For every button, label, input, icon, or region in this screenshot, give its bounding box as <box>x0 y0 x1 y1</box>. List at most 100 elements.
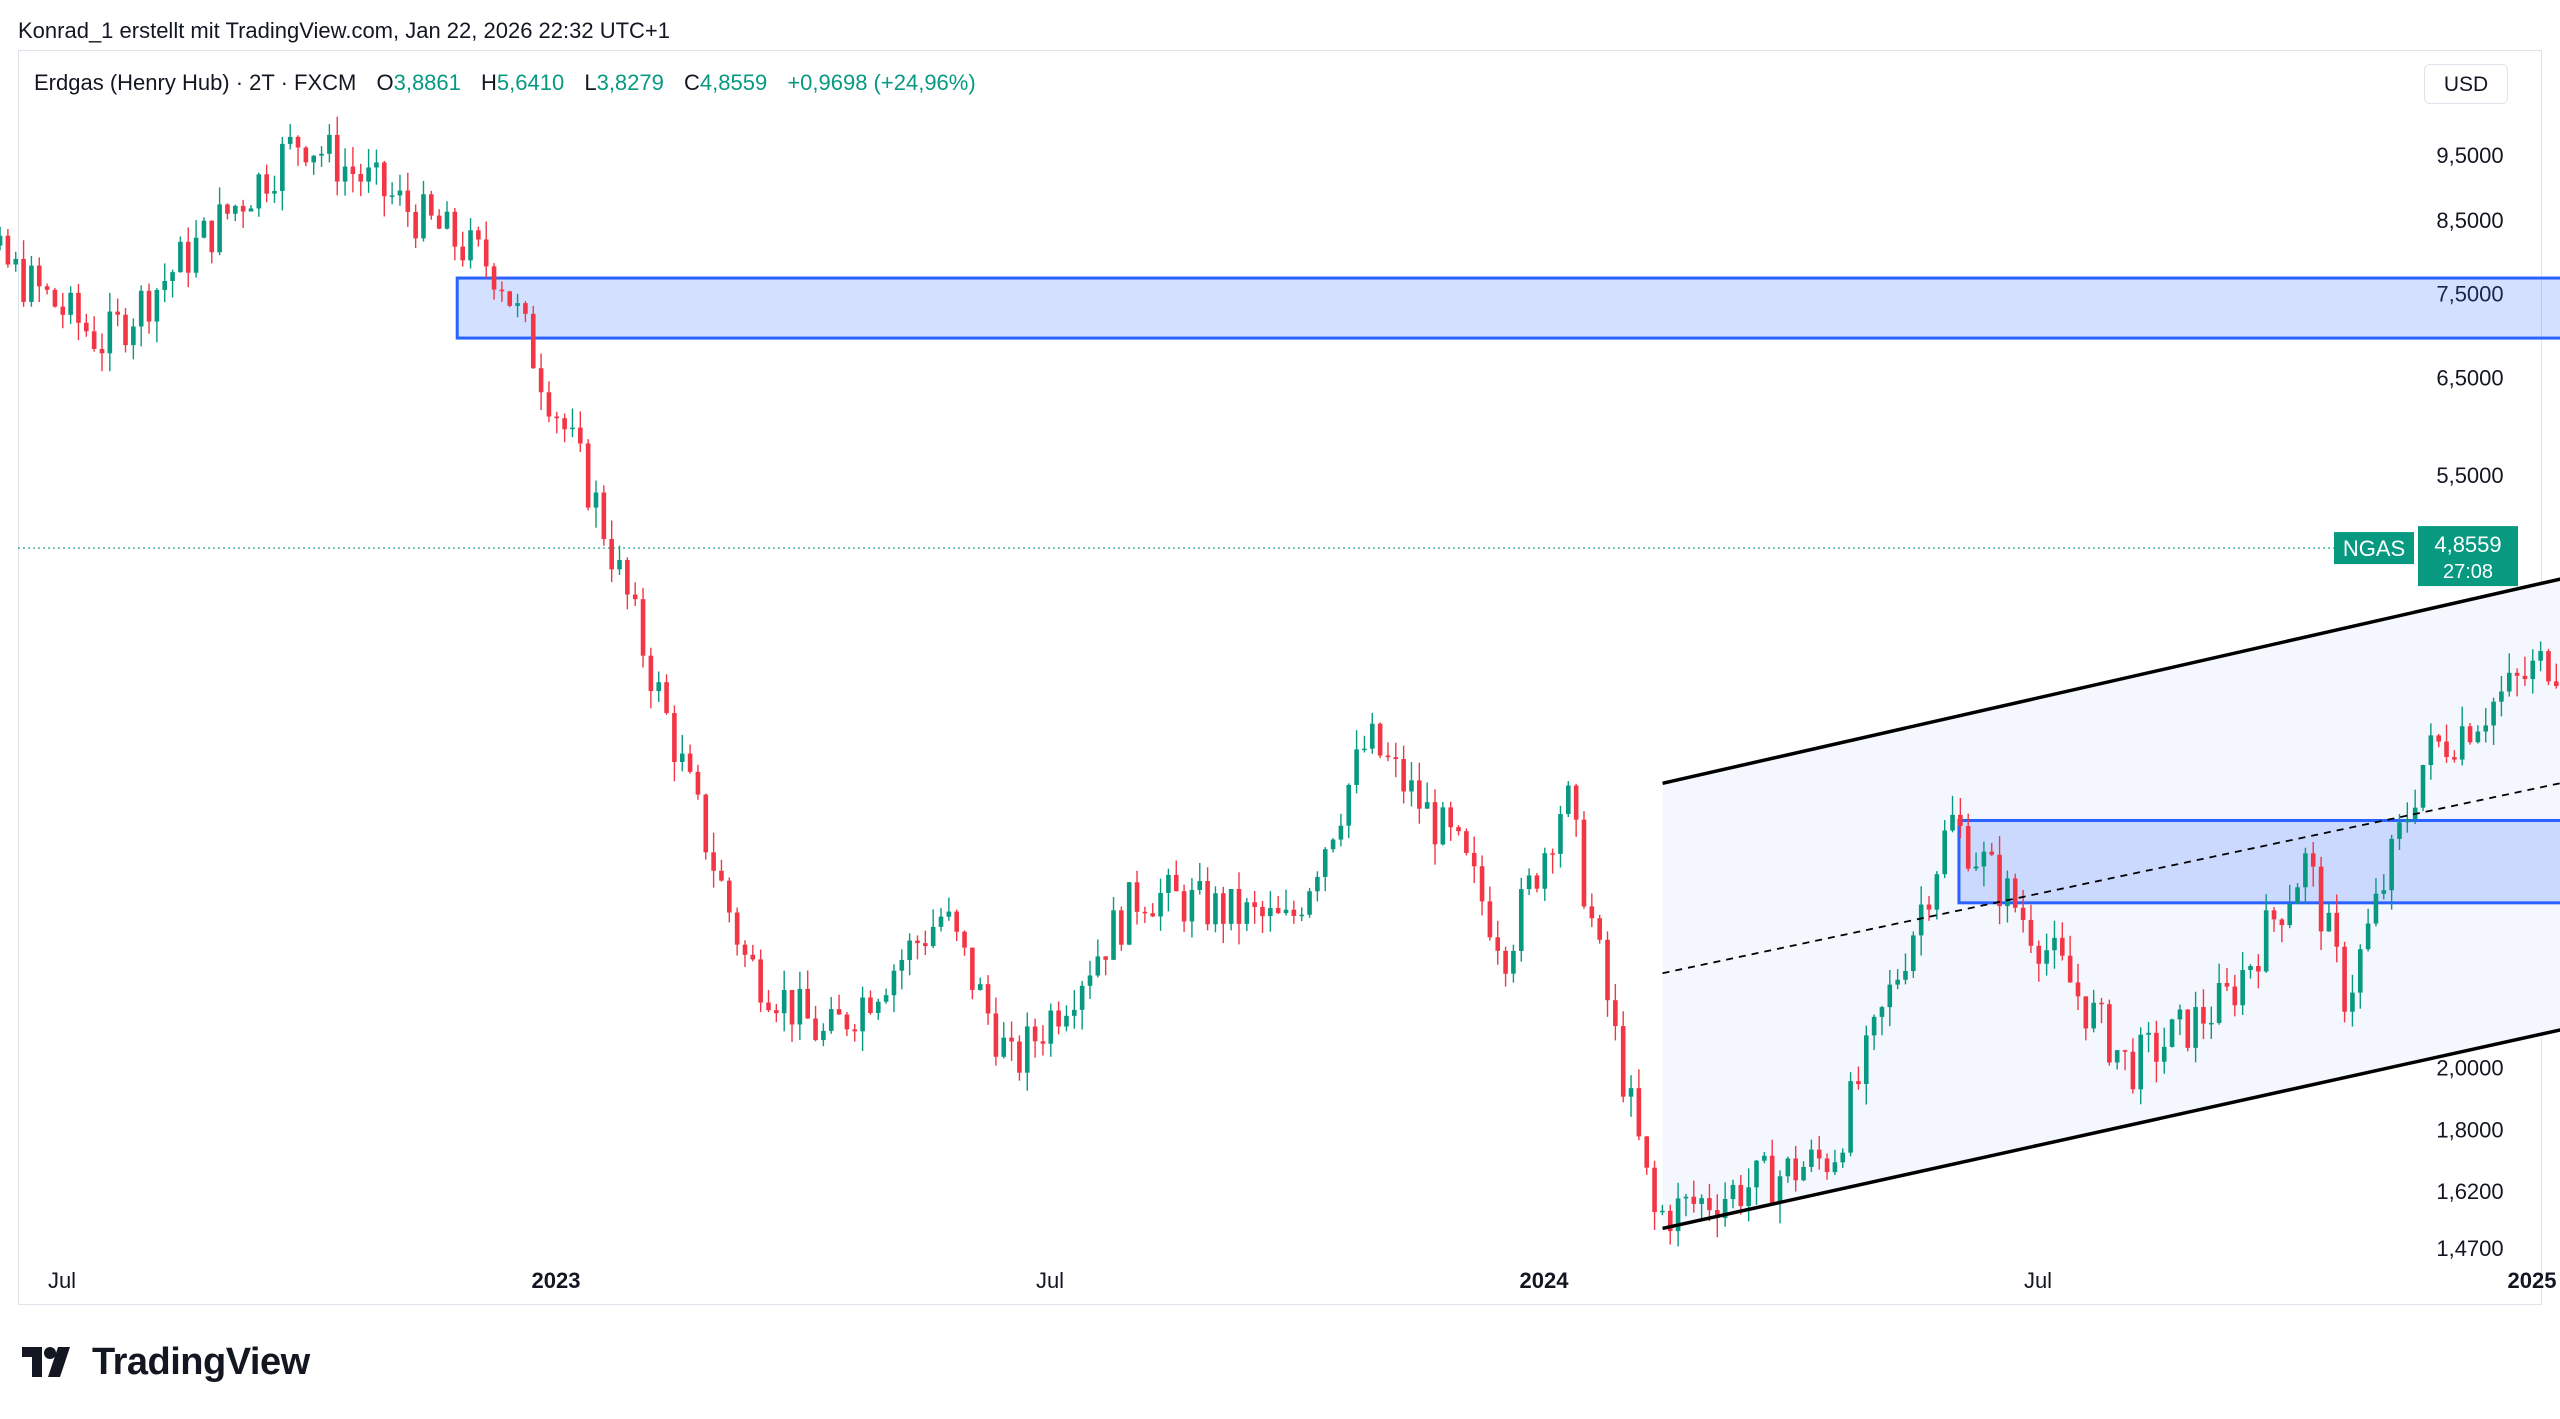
candle-body <box>742 944 748 955</box>
candle-body <box>656 682 662 692</box>
candle-body <box>138 290 144 327</box>
candle-body <box>1840 1152 1846 1163</box>
candle-body <box>1989 851 1995 855</box>
candle-body <box>1056 1010 1061 1027</box>
candle-body <box>1315 876 1320 892</box>
candle-body <box>946 911 952 917</box>
candle-body <box>476 230 481 240</box>
chart-header: Konrad_1 erstellt mit TradingView.com, J… <box>18 18 671 43</box>
candle-body <box>405 190 411 212</box>
candle-body <box>429 194 434 216</box>
close-value: 4,8559 <box>699 70 768 95</box>
candle-body <box>923 943 928 947</box>
candle-body <box>1495 937 1501 951</box>
candle-body <box>766 1002 771 1011</box>
candle-body <box>1660 1210 1665 1213</box>
candle-body <box>617 559 622 570</box>
candle-body <box>1385 755 1391 758</box>
candle-body <box>146 290 152 322</box>
y-tick-label: 1,6200 <box>2436 1179 2503 1204</box>
candle-body <box>2185 1009 2191 1048</box>
candle-body <box>632 594 638 600</box>
close-label: C <box>684 70 700 95</box>
candle-body <box>2224 982 2230 987</box>
symbol-label[interactable]: Erdgas (Henry Hub) · 2T · FXCM <box>34 70 357 95</box>
candle-body <box>1142 911 1148 914</box>
candle-body <box>1032 1026 1038 1042</box>
candle-body <box>256 174 262 209</box>
candle-body <box>601 492 607 540</box>
drawings-layer: 7,5 <box>18 547 2560 1231</box>
candle-body <box>2060 937 2065 956</box>
candle-body <box>13 258 19 265</box>
candle-body <box>2522 675 2528 680</box>
candle-body <box>452 211 458 247</box>
candle-body <box>1150 913 1156 917</box>
candle-body <box>2130 1051 2136 1090</box>
candle-body <box>679 753 685 763</box>
x-tick-label: 2023 <box>532 1268 581 1293</box>
candle-body <box>1072 1009 1077 1016</box>
candle-body <box>76 292 81 323</box>
candle-body <box>852 1029 858 1032</box>
candle-body <box>1228 888 1234 924</box>
candle-body <box>232 205 238 214</box>
candle-body <box>1511 950 1516 974</box>
candle-body <box>350 166 356 175</box>
candle-body <box>1675 1198 1681 1232</box>
candle-body <box>1173 874 1179 892</box>
y-tick-label: 5,5000 <box>2436 463 2503 488</box>
candle-body <box>2342 946 2347 1012</box>
candle-body <box>750 954 756 960</box>
candle-body <box>2279 919 2285 926</box>
candle-body <box>2514 672 2520 676</box>
candle-body <box>1260 906 1265 917</box>
candle-body <box>2201 1007 2206 1024</box>
candle-body <box>287 136 293 144</box>
candle-body <box>436 215 442 229</box>
candle-body <box>397 190 403 196</box>
candle-body <box>2397 822 2402 839</box>
candle-body <box>585 443 591 508</box>
candle-body <box>1950 814 1955 831</box>
price-tag-bg <box>2418 526 2518 587</box>
candle-body <box>1816 1149 1822 1159</box>
candle-body <box>1424 802 1430 809</box>
candle-body <box>1926 904 1932 910</box>
candle-body <box>2326 912 2332 932</box>
candle-body <box>5 235 11 265</box>
candle-body <box>1440 807 1446 845</box>
candle-body <box>1024 1026 1030 1073</box>
candle-body <box>1181 891 1187 922</box>
candle-body <box>1009 1037 1014 1042</box>
candle-body <box>1369 723 1375 749</box>
high-label: H <box>481 70 497 95</box>
candle-body <box>2075 982 2081 997</box>
candle-body <box>2381 890 2387 894</box>
candle-body <box>1863 1035 1869 1085</box>
candle-body <box>99 348 105 354</box>
candle-body <box>311 155 317 163</box>
candle-body <box>2310 853 2316 867</box>
candle-body <box>84 322 89 332</box>
candle-body <box>625 559 630 595</box>
x-tick-label: 2025 <box>2508 1268 2557 1293</box>
candle-body <box>2020 907 2026 920</box>
candle-body <box>1354 749 1359 785</box>
candle-body <box>530 313 536 369</box>
candle-body <box>1832 1162 1838 1173</box>
candle-body <box>2169 1019 2175 1047</box>
candle-body <box>1793 1158 1799 1181</box>
currency-button[interactable]: USD <box>2424 64 2508 104</box>
candle-body <box>280 143 285 192</box>
candle-body <box>1134 882 1140 912</box>
candle-body <box>805 988 811 1019</box>
candle-body <box>1558 814 1563 854</box>
y-tick-label: 2,0000 <box>2436 1056 2503 1081</box>
y-tick-label: 1,8000 <box>2436 1117 2503 1142</box>
candle-body <box>891 970 897 996</box>
tradingview-logo[interactable]: TradingView <box>20 1340 310 1384</box>
candle-body <box>2295 887 2300 904</box>
candle-body <box>828 1009 834 1031</box>
